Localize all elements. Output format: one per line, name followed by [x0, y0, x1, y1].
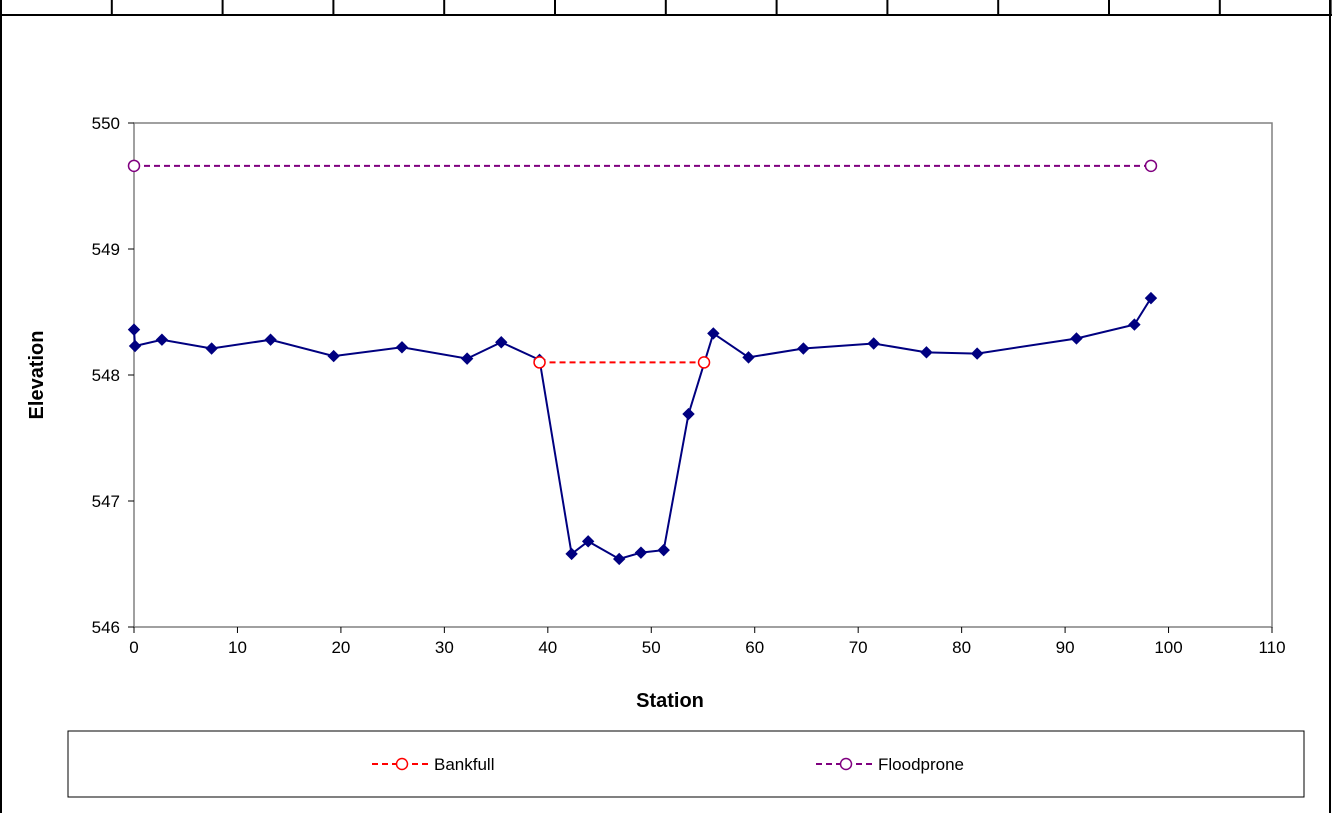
- series-2-point: [1144, 159, 1158, 173]
- y-tick-label: 550: [92, 114, 120, 133]
- y-tick-label: 548: [92, 366, 120, 385]
- legend-item-floodprone: Floodprone: [816, 755, 964, 774]
- series-0-point: [707, 327, 720, 340]
- series-0-point: [395, 341, 409, 354]
- series-0-point: [155, 333, 169, 346]
- legend-item-bankfull: Bankfull: [372, 755, 494, 774]
- series-0-point: [565, 547, 578, 561]
- x-tick-label: 0: [129, 638, 138, 657]
- series-0-point: [742, 351, 755, 364]
- plot-area: [133, 122, 1273, 628]
- x-tick-label: 90: [1056, 638, 1075, 657]
- x-tick-label: 10: [228, 638, 247, 657]
- y-tick-label: 549: [92, 240, 120, 259]
- x-tick-label: 30: [435, 638, 454, 657]
- bankfull-legend-label: Bankfull: [434, 755, 494, 774]
- series-1-point: [533, 356, 546, 369]
- series-0-point: [327, 349, 340, 363]
- series-layer: [127, 159, 1158, 566]
- y-axis: 546 547 548 549 550: [92, 114, 134, 637]
- top-cell-border: [0, 0, 1332, 16]
- floodprone-legend-label: Floodprone: [878, 755, 964, 774]
- series-0-point: [1144, 291, 1158, 305]
- series-0-point: [970, 347, 984, 360]
- y-tick-label: 547: [92, 492, 120, 511]
- series-0-point: [920, 346, 933, 359]
- series-0-point: [867, 337, 880, 350]
- x-axis: 0 10 20 30 40 50 60 70 80 90 100 110: [129, 627, 1286, 657]
- series-0-point: [205, 342, 218, 355]
- series-0-point: [634, 546, 648, 559]
- y-axis-title: Elevation: [26, 331, 48, 420]
- series-0-point: [612, 552, 626, 566]
- x-tick-label: 40: [538, 638, 557, 657]
- series-1-point: [697, 356, 711, 369]
- series-0-point: [128, 339, 142, 353]
- series-0-point: [797, 342, 810, 355]
- series-0-point: [682, 407, 695, 421]
- legend-box: [67, 730, 1305, 798]
- series-0-point: [1070, 332, 1083, 345]
- x-tick-label: 60: [745, 638, 764, 657]
- series-0-point: [1128, 318, 1141, 331]
- series-0-point: [127, 323, 141, 336]
- y-tick-label: 546: [92, 618, 120, 637]
- x-tick-label: 20: [331, 638, 350, 657]
- series-0-point: [581, 535, 595, 548]
- x-tick-label: 100: [1154, 638, 1182, 657]
- series-0-point: [264, 333, 277, 346]
- series-0-point: [495, 336, 508, 349]
- series-2-point: [127, 159, 141, 173]
- x-tick-label: 110: [1258, 638, 1285, 657]
- x-tick-label: 80: [952, 638, 971, 657]
- floodprone-legend-marker: [839, 757, 853, 771]
- series-0-point: [657, 543, 670, 557]
- x-tick-label: 50: [642, 638, 661, 657]
- legend: Bankfull Floodprone: [67, 730, 1305, 798]
- x-tick-label: 70: [849, 638, 868, 657]
- bankfull-legend-marker: [395, 757, 409, 771]
- x-axis-title: Station: [636, 690, 704, 712]
- series-0-point: [460, 352, 474, 365]
